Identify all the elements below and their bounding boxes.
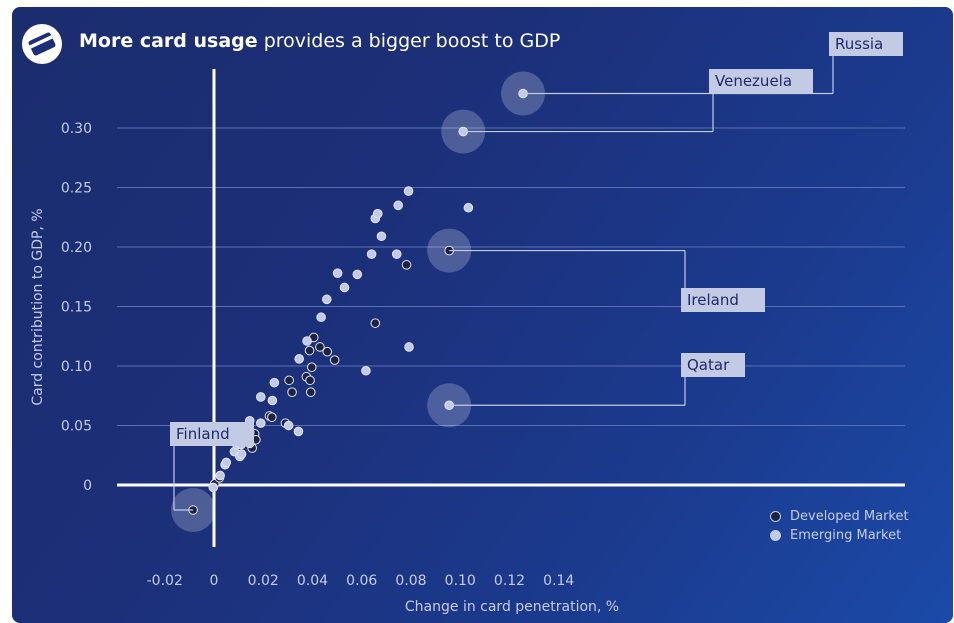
- data-point-emerging: [366, 249, 377, 259]
- callout-box: [829, 32, 903, 56]
- data-point-emerging: [236, 449, 247, 459]
- data-point-emerging: [393, 200, 403, 211]
- data-point-developed: [305, 387, 316, 397]
- legend-label-developed: Developed Market: [790, 509, 909, 524]
- chart-title-rest: provides a bigger boost to GDP: [257, 30, 561, 52]
- callout-box: [681, 353, 745, 377]
- y-tick-label: 0.30: [61, 121, 92, 137]
- data-point-developed: [284, 375, 294, 386]
- data-point-emerging: [293, 426, 304, 437]
- chart-card: More card usage provides a bigger boost …: [12, 7, 953, 623]
- data-point-developed: [329, 355, 340, 365]
- data-point-emerging: [339, 282, 350, 293]
- data-point-emerging: [255, 418, 266, 428]
- credit-card-icon: [22, 24, 62, 64]
- callout-box: [709, 69, 813, 93]
- chart-legend: Developed Market Emerging Market: [770, 507, 909, 545]
- data-point-developed: [306, 362, 317, 372]
- data-point-emerging: [215, 470, 225, 481]
- x-tick-label: 0.02: [248, 573, 279, 589]
- data-point-emerging: [404, 342, 414, 352]
- chart-title: More card usage provides a bigger boost …: [79, 30, 560, 52]
- data-point-developed: [304, 345, 315, 356]
- data-point-developed: [322, 346, 333, 357]
- data-point-emerging: [352, 269, 363, 280]
- chart-title-bold: More card usage: [79, 30, 258, 52]
- y-tick-label: 0.05: [61, 419, 92, 435]
- data-point-emerging: [463, 202, 474, 213]
- y-tick-label: 0.15: [61, 300, 92, 316]
- data-point-emerging: [332, 268, 343, 278]
- x-tick-label: 0.04: [297, 573, 328, 589]
- x-axis-label: Change in card penetration, %: [405, 599, 619, 615]
- data-point-developed: [401, 260, 412, 270]
- data-point-emerging: [316, 312, 326, 323]
- legend-label-emerging: Emerging Market: [790, 528, 902, 543]
- x-tick-label: 0.08: [395, 573, 426, 589]
- data-point-developed: [370, 318, 381, 328]
- x-tick-label: 0: [210, 573, 219, 589]
- data-point-developed: [315, 342, 325, 352]
- callout-label-finland: Finland: [176, 425, 230, 443]
- legend-swatch-developed: [770, 511, 781, 522]
- data-point-emerging: [294, 354, 305, 364]
- data-point-emerging: [361, 365, 371, 376]
- data-point-emerging: [267, 395, 278, 406]
- data-point-emerging: [321, 294, 332, 305]
- y-axis-label: Card contribution to GDP, %: [30, 208, 46, 405]
- data-point-emerging: [255, 392, 266, 402]
- callout-label-russia: Russia: [835, 35, 883, 53]
- legend-item-developed: Developed Market: [770, 507, 909, 526]
- y-tick-label: 0.20: [61, 240, 92, 256]
- data-point-emerging: [302, 336, 312, 346]
- scatter-plot: 0 0.05 0.10 0.15 0.20 0.25 0.30 -0.02 0 0.02 0.04 0…: [30, 32, 905, 615]
- callout-label-qatar: Qatar: [687, 356, 730, 374]
- x-tick-label: 0.10: [445, 573, 476, 589]
- data-point-emerging: [372, 208, 383, 219]
- data-point-emerging: [403, 186, 414, 196]
- x-tick-label: 0.12: [494, 573, 525, 589]
- data-point-developed: [305, 375, 315, 386]
- data-point-emerging: [283, 420, 294, 431]
- y-tick-label: 0: [83, 478, 92, 494]
- legend-swatch-emerging: [770, 530, 781, 541]
- x-tick-label: 0.14: [543, 573, 574, 589]
- callout-label-venezuela: Venezuela: [715, 72, 792, 90]
- y-tick-label: 0.25: [61, 181, 92, 197]
- legend-item-emerging: Emerging Market: [770, 526, 909, 545]
- data-point-emerging: [208, 482, 219, 493]
- data-point-emerging: [221, 457, 232, 468]
- data-point-developed: [287, 387, 297, 397]
- data-point-emerging: [391, 249, 402, 259]
- data-point-developed: [267, 412, 277, 422]
- data-point-emerging: [376, 231, 387, 242]
- x-tick-label: -0.02: [147, 573, 183, 589]
- callout-box: [681, 288, 765, 312]
- callout-label-ireland: Ireland: [687, 291, 739, 309]
- callout-box: [170, 422, 254, 446]
- data-point-emerging: [269, 377, 280, 388]
- x-tick-label: 0.06: [346, 573, 377, 589]
- y-tick-label: 0.10: [61, 359, 92, 375]
